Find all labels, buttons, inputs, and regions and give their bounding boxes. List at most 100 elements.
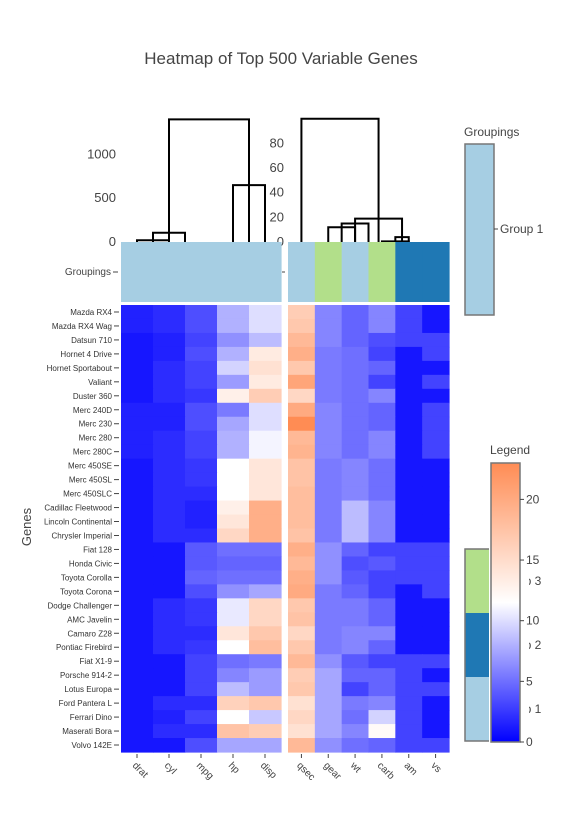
row-label: Mazda RX4 (70, 308, 112, 317)
heatmap-cell (395, 388, 423, 404)
grouping-cell (121, 242, 154, 302)
row-label: Chrysler Imperial (52, 531, 113, 540)
heatmap-cell (121, 486, 154, 502)
heatmap-cell (341, 724, 370, 739)
heatmap-cell (153, 724, 186, 739)
heatmap-cell (185, 584, 218, 599)
heatmap-cell (341, 374, 370, 390)
left-dendrogram (136, 118, 266, 242)
dendrogram-link (136, 239, 170, 242)
heatmap-cell (249, 612, 282, 627)
heatmap-cell (288, 318, 316, 334)
column-labels: drat cyl mpg hp disp qsec gear wt carb am vs (130, 754, 443, 783)
colorbar-tick-label: 5 (526, 674, 533, 688)
heatmap-cell (121, 444, 154, 460)
heatmap-cell (249, 654, 282, 669)
heatmap-cell (217, 360, 250, 376)
heatmap-cell (185, 472, 218, 488)
heatmap-cell (368, 724, 396, 739)
column-groupings-row (113, 242, 450, 302)
heatmap-cell (368, 472, 396, 488)
heatmap-cell (395, 542, 423, 558)
grouping-cell (217, 242, 250, 302)
heatmap-cell (217, 402, 250, 418)
heatmap-cell (185, 724, 218, 739)
heatmap-cell (121, 528, 154, 544)
heatmap-cell (185, 654, 218, 669)
heatmap-cell (341, 402, 370, 418)
heatmap-cell (314, 388, 343, 404)
heatmap-cell (249, 542, 282, 558)
row-label: Honda Civic (69, 559, 112, 568)
heatmap-cell (185, 542, 218, 558)
heatmap-cell (153, 416, 186, 432)
dendrogram-link (327, 226, 357, 242)
grouping-cell (185, 242, 218, 302)
heatmap-cell (422, 556, 450, 572)
heatmap-cell (217, 696, 250, 711)
grouping-cell (422, 242, 450, 302)
heatmap-cell (185, 430, 218, 446)
heatmap-cell (341, 472, 370, 488)
heatmap-cell (249, 346, 282, 362)
heatmap-cell (314, 444, 343, 460)
heatmap-cell (422, 402, 450, 418)
heatmap-cell (121, 738, 154, 753)
groupings-strip-swatch (465, 677, 492, 741)
heatmap-cell (288, 500, 316, 516)
heatmap-cell (121, 682, 154, 697)
heatmap-cell (121, 626, 154, 641)
heatmap-cell (368, 514, 396, 530)
column-label: mpg (194, 760, 216, 782)
heatmap-cell (422, 416, 450, 432)
heatmap-cell (121, 458, 154, 474)
heatmap-cell (341, 738, 370, 753)
row-label: Hornet 4 Drive (60, 350, 112, 359)
heatmap-cell (341, 668, 370, 683)
heatmap-cell (422, 738, 450, 753)
chart-title: Heatmap of Top 500 Variable Genes (144, 49, 417, 68)
heatmap-cell (314, 402, 343, 418)
column-label: wt (347, 760, 363, 776)
heatmap-cell (314, 598, 343, 613)
row-label: Lincoln Continental (44, 518, 112, 527)
heatmap-cells (121, 305, 450, 753)
heatmap-cell (395, 500, 423, 516)
heatmap-cell (153, 640, 186, 655)
heatmap-cell (249, 402, 282, 418)
heatmap-cell (153, 542, 186, 558)
heatmap-cell (185, 738, 218, 753)
heatmap-cell (341, 430, 370, 446)
heatmap-cell (185, 710, 218, 725)
heatmap-cell (153, 598, 186, 613)
heatmap-cell (288, 402, 316, 418)
heatmap-cell (422, 710, 450, 725)
heatmap-cell (217, 668, 250, 683)
colorbar-title: Legend (490, 443, 530, 457)
heatmap-cell (249, 416, 282, 432)
row-label: Merc 240D (73, 406, 112, 415)
heatmap-cell (395, 458, 423, 474)
heatmap-cell (153, 472, 186, 488)
heatmap-cell (185, 458, 218, 474)
heatmap-cell (217, 444, 250, 460)
heatmap-cell (121, 374, 154, 390)
heatmap-cell (249, 486, 282, 502)
heatmap-cell (341, 528, 370, 544)
heatmap-cell (314, 556, 343, 572)
heatmap-cell (288, 626, 316, 641)
heatmap-cell (288, 528, 316, 544)
colorbar-tick-label: 0 (526, 735, 533, 749)
heatmap-cell (341, 486, 370, 502)
heatmap-cell (121, 598, 154, 613)
heatmap-cell (153, 612, 186, 627)
heatmap-cell (121, 332, 154, 348)
heatmap-cell (121, 360, 154, 376)
heatmap-cell (153, 682, 186, 697)
heatmap-cell (341, 570, 370, 585)
heatmap-cell (341, 318, 370, 334)
row-label: Fiat X1-9 (80, 657, 113, 666)
heatmap-cell (153, 654, 186, 669)
column-label: cyl (162, 760, 178, 776)
